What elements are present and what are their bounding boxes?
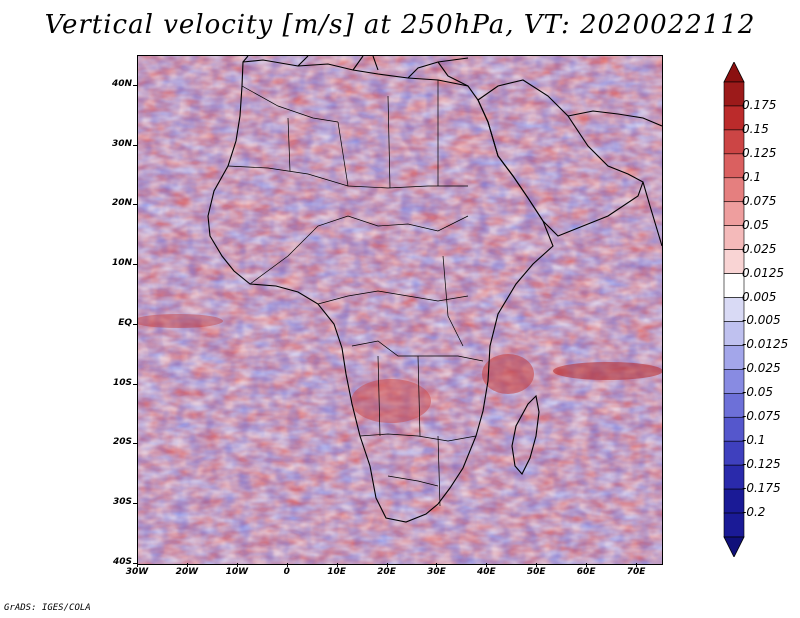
colorbar-swatch [723, 416, 745, 442]
colorbar-swatch [723, 393, 745, 418]
colorbar-level-label: 0.125 [742, 145, 777, 160]
lon-tick-mark [186, 563, 188, 567]
lat-tick-label: 20N [111, 198, 132, 209]
lat-tick-mark [133, 443, 137, 445]
colorbar-bottom-arrow [723, 536, 745, 557]
lat-tick-label: 10S [112, 377, 132, 388]
feature-mozambique-channel [482, 354, 534, 394]
colorbar-swatch [723, 440, 745, 466]
colorbar-swatch [723, 105, 745, 131]
colorbar-level-label: -0.075 [742, 409, 781, 424]
lon-tick-label: 10W [225, 567, 249, 577]
colorbar-swatch [723, 512, 745, 538]
lon-tick-mark [486, 563, 488, 567]
colorbar-level-label: 0.175 [742, 97, 777, 112]
lat-tick-label: EQ [118, 317, 132, 328]
colorbar [723, 62, 745, 557]
colorbar-level-label: -0.025 [742, 361, 781, 376]
colorbar-level-label: 0.1 [742, 169, 762, 184]
velocity-field-map [138, 56, 662, 564]
colorbar-level-label: 0.0125 [742, 265, 784, 280]
lon-tick-mark [436, 563, 438, 567]
lat-tick-mark [133, 264, 137, 266]
colorbar-level-label: 0.15 [742, 121, 769, 136]
lat-tick-label: 10N [111, 258, 132, 269]
colorbar-level-label: 0.025 [742, 241, 777, 256]
lon-tick-mark [286, 563, 288, 567]
lon-tick-label: 10E [327, 567, 346, 577]
coastlines [207, 56, 662, 523]
feature-southern-africa [351, 379, 431, 423]
lat-tick-mark [133, 144, 137, 146]
lon-tick-label: 20W [175, 567, 199, 577]
lon-tick-mark [336, 563, 338, 567]
colorbar-swatch [723, 153, 745, 179]
colorbar-level-label: -0.175 [742, 481, 781, 496]
country-borders [227, 80, 484, 507]
lon-tick-mark [137, 563, 138, 567]
feature-indian-ocean-band [553, 362, 662, 380]
lat-tick-label: 30S [112, 497, 132, 508]
lon-tick-label: 30W [125, 567, 149, 577]
lat-tick-label: 20S [112, 437, 132, 448]
colorbar-swatch [723, 273, 745, 298]
lat-tick-mark [133, 323, 137, 325]
colorbar-level-label: 0.05 [742, 217, 769, 232]
lat-tick-mark [133, 383, 137, 385]
colorbar-swatch [723, 249, 745, 274]
colorbar-level-label: -0.005 [742, 313, 781, 328]
colorbar-level-label: 0.075 [742, 193, 777, 208]
colorbar-swatch [723, 369, 745, 394]
lon-tick-mark [386, 563, 388, 567]
colorbar-level-label: -0.0125 [742, 337, 789, 352]
colorbar-swatch [723, 225, 745, 250]
lon-tick-label: 30E [427, 567, 446, 577]
colorbar-swatch [723, 464, 745, 490]
lat-tick-mark [133, 84, 137, 86]
colorbar-level-label: -0.2 [742, 505, 766, 520]
colorbar-swatch [723, 81, 745, 107]
map-title: Vertical velocity [m/s] at 250hPa, VT: 2… [44, 10, 756, 40]
lon-tick-label: 70E [626, 567, 646, 577]
colorbar-swatch [723, 201, 745, 226]
lon-tick-mark [236, 563, 238, 567]
lat-tick-mark [133, 503, 137, 505]
field-downward-motion [138, 56, 662, 564]
lat-tick-label: 40S [112, 557, 132, 567]
colorbar-swatch [723, 177, 745, 203]
lon-tick-label: 50E [526, 567, 546, 577]
lat-tick-mark [133, 204, 137, 206]
lon-tick-label: 60E [576, 567, 596, 577]
colorbar-level-label: -0.05 [742, 385, 774, 400]
map-panel [137, 55, 663, 565]
lon-tick-mark [536, 563, 538, 567]
lon-tick-mark [636, 563, 638, 567]
colorbar-swatch [723, 321, 745, 346]
lon-tick-label: 40E [476, 567, 496, 577]
lat-tick-label: 30N [111, 138, 132, 149]
colorbar-top-arrow [723, 62, 745, 83]
colorbar-swatch [723, 345, 745, 370]
lon-tick-mark [586, 563, 588, 567]
colorbar-level-label: -0.1 [742, 433, 766, 448]
colorbar-swatch [723, 129, 745, 155]
feature-atlantic-band [138, 314, 223, 328]
lat-tick-label: 40N [111, 78, 132, 89]
lon-tick-label: 20E [377, 567, 396, 577]
lon-tick-label: 0 [283, 567, 290, 577]
colorbar-swatch [723, 488, 745, 514]
colorbar-level-label: -0.125 [742, 457, 781, 472]
colorbar-level-label: 0.005 [742, 289, 777, 304]
lat-tick-mark [133, 563, 137, 564]
colorbar-swatch [723, 297, 745, 322]
grads-credit: GrADS: IGES/COLA [4, 603, 91, 613]
